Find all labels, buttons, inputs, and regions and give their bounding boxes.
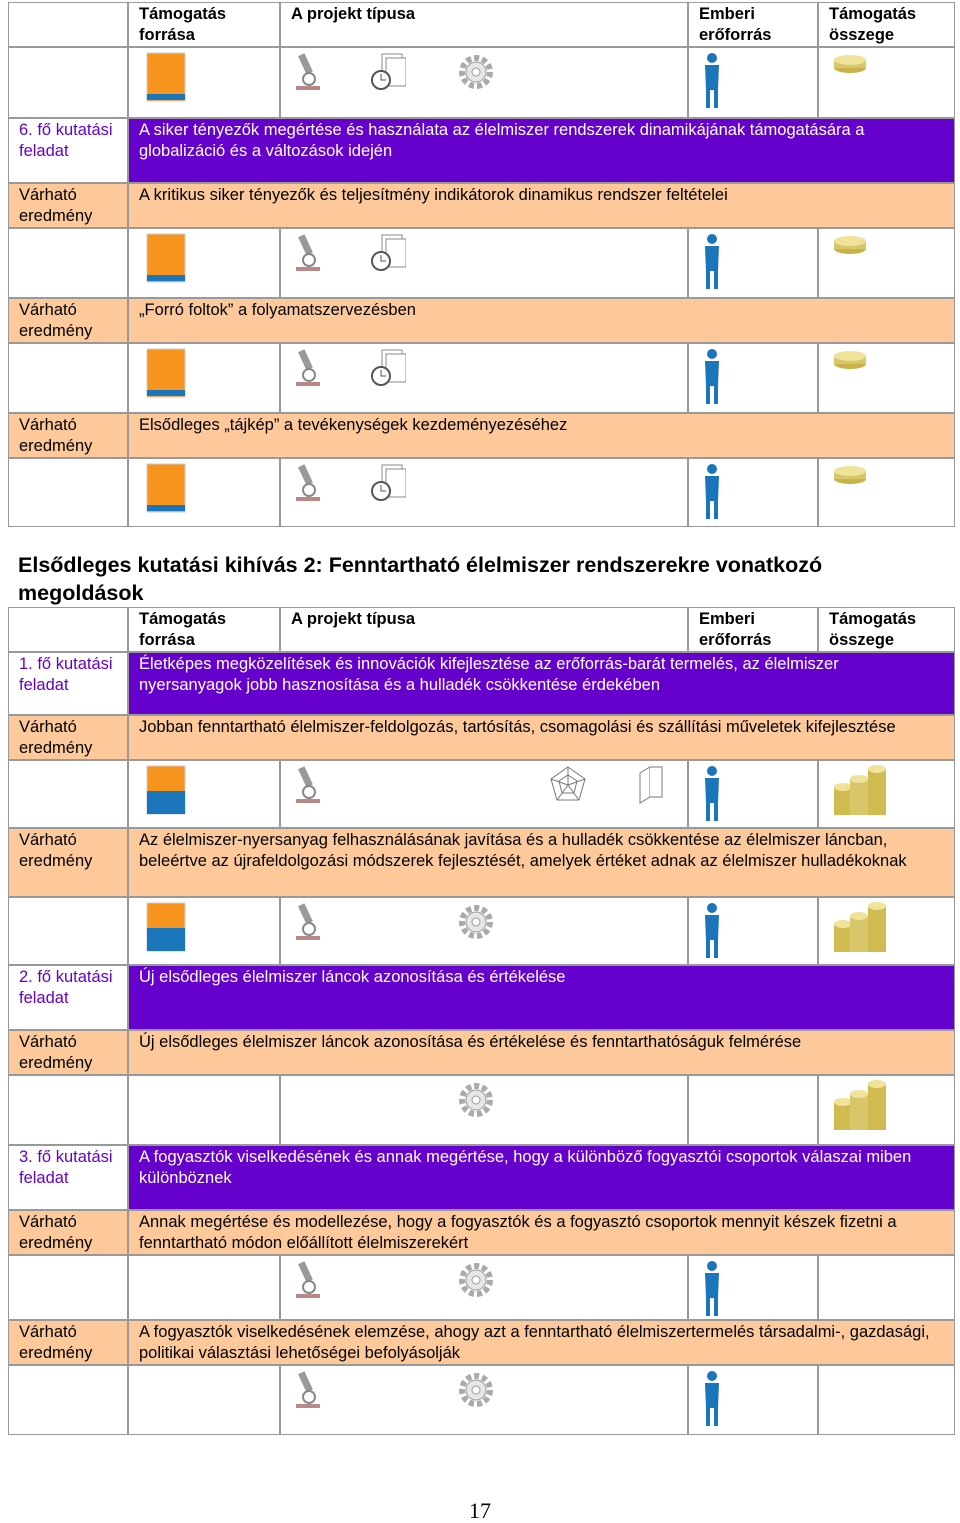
icon-cell xyxy=(688,228,818,298)
icon-cell xyxy=(818,1255,955,1320)
row-text: Elsődleges „tájkép” a tevékenységek kezd… xyxy=(128,413,955,458)
icon-cell xyxy=(8,760,128,828)
row-text: „Forró foltok” a folyamatszervezésben xyxy=(128,298,955,343)
icon-cell xyxy=(688,897,818,965)
icon-cell xyxy=(8,47,128,118)
icon-cell xyxy=(128,1255,280,1320)
icon-cell xyxy=(128,47,280,118)
icon-cell xyxy=(128,1075,280,1145)
row-text: A fogyasztók viselkedésének és annak meg… xyxy=(128,1145,955,1210)
icon-cell xyxy=(818,760,955,828)
row-text: Új elsődleges élelmiszer láncok azonosít… xyxy=(128,965,955,1030)
icon-cell xyxy=(818,1075,955,1145)
row-label: Várható eredmény xyxy=(8,1030,128,1075)
icon-cell xyxy=(128,760,280,828)
row-label: 2. fő kutatási feladat xyxy=(8,965,128,1030)
icon-cell xyxy=(280,760,688,828)
icon-cell xyxy=(128,897,280,965)
icon-cell xyxy=(8,458,128,527)
icon-cell xyxy=(280,1075,688,1145)
icon-cell xyxy=(128,343,280,413)
row-text: A fogyasztók viselkedésének elemzése, ah… xyxy=(128,1320,955,1365)
row-label: Várható eredmény xyxy=(8,183,128,228)
icon-cell xyxy=(688,47,818,118)
row-text: A kritikus siker tényezők és teljesítmén… xyxy=(128,183,955,228)
icon-cell xyxy=(818,343,955,413)
icon-cell xyxy=(818,897,955,965)
icon-cell xyxy=(280,1255,688,1320)
icon-cell xyxy=(818,47,955,118)
header-empty xyxy=(8,607,128,652)
icon-cell xyxy=(280,47,688,118)
icon-cell xyxy=(280,458,688,527)
row-text: A siker tényezők megértése és használata… xyxy=(128,118,955,183)
icon-cell xyxy=(8,1365,128,1435)
header-cell: Támogatás forrása xyxy=(128,607,280,652)
row-label: Várható eredmény xyxy=(8,828,128,897)
icon-cell xyxy=(8,897,128,965)
icon-cell xyxy=(280,343,688,413)
icon-cell xyxy=(8,343,128,413)
header-cell: A projekt típusa xyxy=(280,607,688,652)
icon-cell xyxy=(688,458,818,527)
icon-cell xyxy=(8,1075,128,1145)
row-label: Várható eredmény xyxy=(8,298,128,343)
row-label: 3. fő kutatási feladat xyxy=(8,1145,128,1210)
header-cell: Emberi erőforrás xyxy=(688,2,818,47)
icon-cell xyxy=(128,1365,280,1435)
header-cell: A projekt típusa xyxy=(280,2,688,47)
header-empty xyxy=(8,2,128,47)
row-label: 6. fő kutatási feladat xyxy=(8,118,128,183)
icon-cell xyxy=(128,228,280,298)
row-label: Várható eredmény xyxy=(8,413,128,458)
header-cell: Támogatás összege xyxy=(818,607,955,652)
row-label: Várható eredmény xyxy=(8,1210,128,1255)
icon-cell xyxy=(128,458,280,527)
header-cell: Támogatás forrása xyxy=(128,2,280,47)
icon-cell xyxy=(688,760,818,828)
row-label: Várható eredmény xyxy=(8,715,128,760)
row-label: 1. fő kutatási feladat xyxy=(8,652,128,715)
icon-cell xyxy=(688,1075,818,1145)
row-text: Életképes megközelítések és innovációk k… xyxy=(128,652,955,715)
icon-cell xyxy=(818,458,955,527)
header-cell: Emberi erőforrás xyxy=(688,607,818,652)
row-text: Új elsődleges élelmiszer láncok azonosít… xyxy=(128,1030,955,1075)
icon-cell xyxy=(8,228,128,298)
icon-cell xyxy=(280,1365,688,1435)
row-text: Annak megértése és modellezése, hogy a f… xyxy=(128,1210,955,1255)
icon-cell xyxy=(818,1365,955,1435)
section-heading: Elsődleges kutatási kihívás 2: Fenntarth… xyxy=(18,553,823,605)
icon-cell xyxy=(8,1255,128,1320)
icon-cell xyxy=(688,343,818,413)
row-text: Jobban fenntartható élelmiszer-feldolgoz… xyxy=(128,715,955,760)
row-text: Az élelmiszer-nyersanyag felhasználásána… xyxy=(128,828,955,897)
header-cell: Támogatás összege xyxy=(818,2,955,47)
icon-cell xyxy=(688,1365,818,1435)
icon-cell xyxy=(280,897,688,965)
row-label: Várható eredmény xyxy=(8,1320,128,1365)
page-number: 17 xyxy=(469,1498,491,1523)
icon-cell xyxy=(688,1255,818,1320)
icon-cell xyxy=(818,228,955,298)
icon-cell xyxy=(280,228,688,298)
